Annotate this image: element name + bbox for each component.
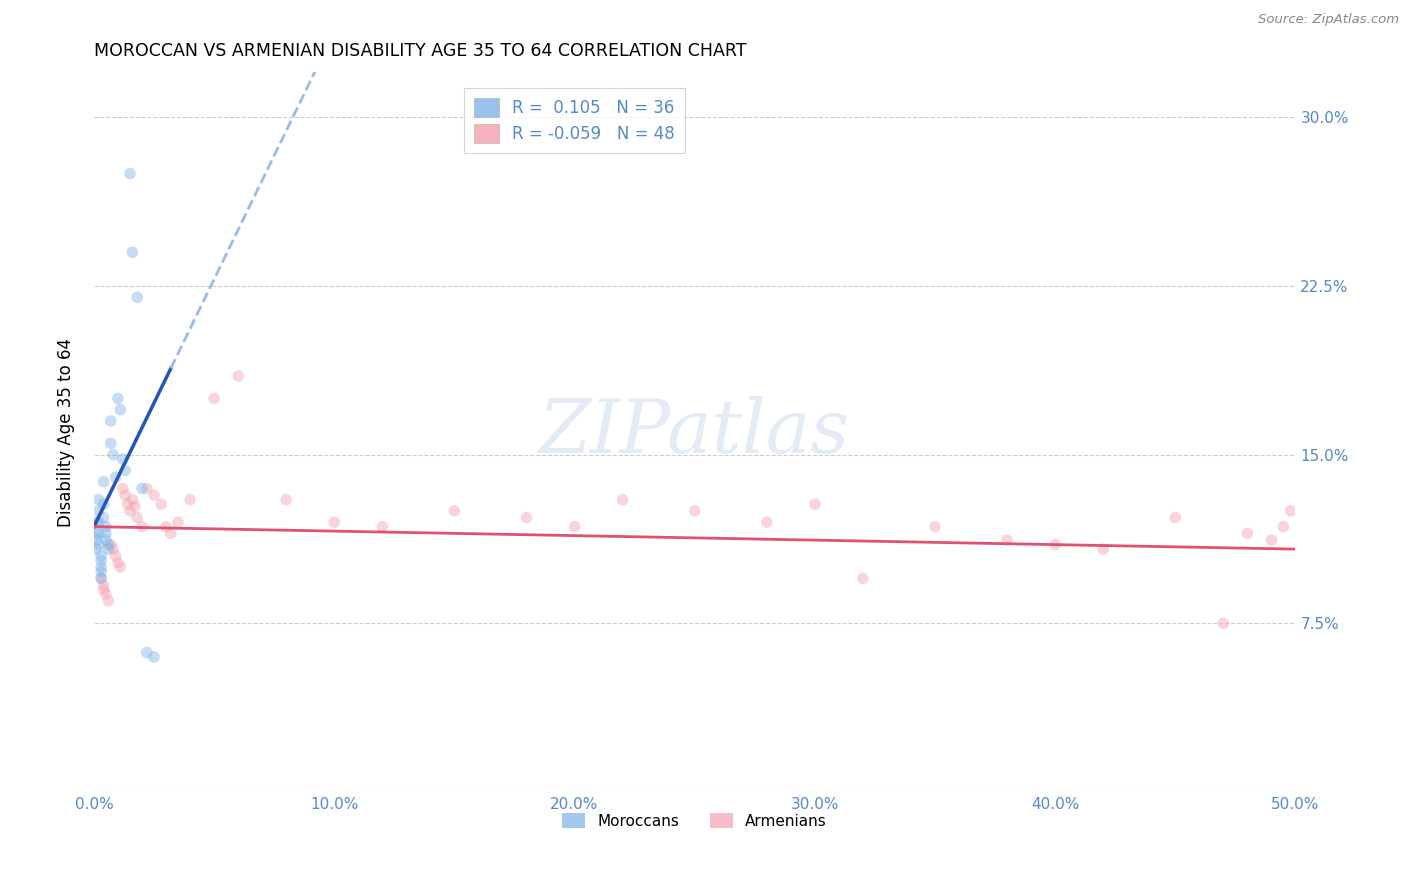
Point: [121, 492, 143, 507]
Point: [87, 515, 110, 529]
Point: [107, 556, 129, 570]
Point: [104, 549, 127, 563]
Point: [90, 571, 112, 585]
Point: [1043, 538, 1066, 552]
Point: [131, 519, 153, 533]
Point: [924, 519, 946, 533]
Point: [94, 519, 117, 533]
Point: [1212, 616, 1234, 631]
Point: [93, 497, 115, 511]
Point: [107, 392, 129, 406]
Point: [612, 492, 634, 507]
Point: [226, 369, 249, 384]
Point: [131, 482, 153, 496]
Point: [100, 538, 122, 552]
Point: [143, 650, 166, 665]
Point: [167, 515, 190, 529]
Point: [101, 448, 124, 462]
Point: [101, 542, 124, 557]
Point: [155, 519, 177, 533]
Point: [276, 492, 298, 507]
Point: [1279, 504, 1302, 518]
Text: MOROCCAN VS ARMENIAN DISABILITY AGE 35 TO 64 CORRELATION CHART: MOROCCAN VS ARMENIAN DISABILITY AGE 35 T…: [94, 42, 747, 60]
Text: ZIPatlas: ZIPatlas: [538, 396, 851, 468]
Point: [87, 526, 110, 541]
Point: [94, 533, 117, 548]
Point: [995, 533, 1018, 548]
Point: [443, 504, 465, 518]
Point: [1260, 533, 1282, 548]
Point: [127, 510, 149, 524]
Point: [94, 587, 117, 601]
Point: [90, 565, 112, 579]
Point: [90, 549, 112, 563]
Point: [114, 463, 136, 477]
Point: [159, 526, 181, 541]
Point: [100, 414, 122, 428]
Point: [127, 290, 149, 304]
Point: [86, 515, 108, 529]
Point: [114, 488, 136, 502]
Point: [1092, 542, 1115, 557]
Point: [93, 578, 115, 592]
Point: [118, 167, 141, 181]
Point: [121, 245, 143, 260]
Legend: Moroccans, Armenians: Moroccans, Armenians: [557, 806, 832, 835]
Point: [86, 533, 108, 548]
Point: [323, 515, 346, 529]
Point: [90, 571, 112, 585]
Point: [104, 470, 127, 484]
Point: [1164, 510, 1187, 524]
Point: [755, 515, 778, 529]
Point: [87, 504, 110, 518]
Point: [143, 488, 166, 502]
Point: [93, 582, 115, 597]
Point: [135, 646, 157, 660]
Point: [124, 500, 146, 514]
Point: [94, 526, 117, 541]
Point: [1236, 526, 1258, 541]
Point: [93, 510, 115, 524]
Y-axis label: Disability Age 35 to 64: Disability Age 35 to 64: [58, 338, 75, 526]
Point: [150, 497, 173, 511]
Point: [111, 452, 134, 467]
Point: [804, 497, 827, 511]
Point: [110, 560, 132, 574]
Point: [515, 510, 537, 524]
Point: [97, 542, 120, 557]
Point: [1272, 519, 1295, 533]
Point: [852, 571, 875, 585]
Point: [683, 504, 706, 518]
Point: [179, 492, 201, 507]
Point: [93, 475, 115, 489]
Point: [87, 492, 110, 507]
Point: [97, 538, 120, 552]
Point: [90, 553, 112, 567]
Point: [87, 538, 110, 552]
Text: Source: ZipAtlas.com: Source: ZipAtlas.com: [1258, 13, 1399, 27]
Point: [117, 497, 139, 511]
Point: [100, 436, 122, 450]
Point: [110, 402, 132, 417]
Point: [86, 542, 108, 557]
Point: [111, 482, 134, 496]
Point: [97, 594, 120, 608]
Point: [86, 526, 108, 541]
Point: [202, 392, 225, 406]
Point: [118, 504, 141, 518]
Point: [371, 519, 394, 533]
Point: [135, 482, 157, 496]
Point: [564, 519, 586, 533]
Point: [90, 560, 112, 574]
